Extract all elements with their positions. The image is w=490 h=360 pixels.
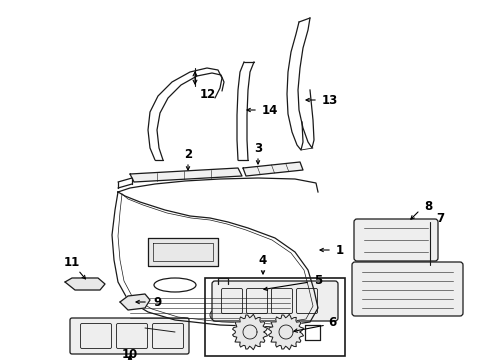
Text: 2: 2: [184, 148, 192, 162]
Polygon shape: [233, 314, 268, 350]
Text: 12: 12: [200, 89, 216, 102]
Text: 4: 4: [259, 255, 267, 267]
Text: 10: 10: [122, 347, 138, 360]
Text: 6: 6: [328, 315, 336, 328]
Text: 1: 1: [336, 243, 344, 256]
Polygon shape: [120, 294, 150, 310]
FancyBboxPatch shape: [70, 318, 189, 354]
Polygon shape: [130, 168, 242, 182]
Polygon shape: [269, 314, 303, 350]
FancyBboxPatch shape: [352, 262, 463, 316]
FancyBboxPatch shape: [212, 281, 338, 321]
Polygon shape: [243, 162, 303, 176]
Text: 7: 7: [436, 211, 444, 225]
Text: 3: 3: [254, 141, 262, 154]
Bar: [205, 278, 345, 356]
Text: 5: 5: [314, 274, 322, 287]
Text: 9: 9: [153, 296, 161, 309]
Text: 11: 11: [64, 256, 80, 270]
Polygon shape: [148, 238, 218, 266]
Polygon shape: [65, 278, 105, 290]
Text: 13: 13: [322, 94, 338, 107]
Text: 8: 8: [424, 199, 432, 212]
FancyBboxPatch shape: [354, 219, 438, 261]
Text: 14: 14: [262, 104, 278, 117]
